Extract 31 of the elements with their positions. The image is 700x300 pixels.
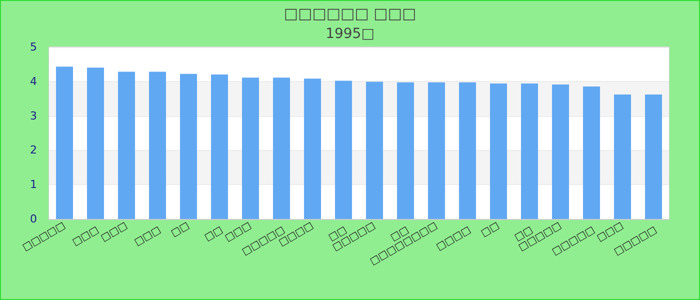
bar [583, 86, 600, 219]
x-tick-label: □□ [479, 220, 502, 240]
y-tick-label: 5 [30, 40, 37, 54]
bar [273, 78, 290, 219]
bar [366, 82, 383, 219]
bar [335, 80, 352, 219]
bar [552, 84, 569, 219]
bar [614, 94, 631, 219]
bar [180, 74, 197, 219]
x-tick-label: □□ [202, 224, 225, 244]
bar [459, 82, 476, 219]
bar [645, 94, 662, 219]
bar [149, 72, 166, 219]
y-tick-label: 2 [30, 144, 37, 157]
bar [211, 74, 228, 219]
bar [490, 83, 507, 219]
y-tick-label: 0 [30, 212, 37, 226]
y-tick-label: 1 [30, 178, 37, 192]
bar [397, 82, 414, 219]
bar [521, 83, 538, 219]
bar [118, 72, 135, 219]
bar [428, 82, 445, 219]
bar [56, 66, 73, 219]
x-tick-label: □□ [169, 220, 192, 240]
bar [242, 78, 259, 219]
y-tick-label: 4 [30, 74, 37, 88]
bar [87, 68, 104, 219]
bar [304, 78, 321, 219]
chart-title: □□□□□□ □□□ [284, 4, 416, 22]
y-tick-label: 3 [30, 109, 37, 122]
chart-subtitle: 1995□ [326, 26, 374, 42]
